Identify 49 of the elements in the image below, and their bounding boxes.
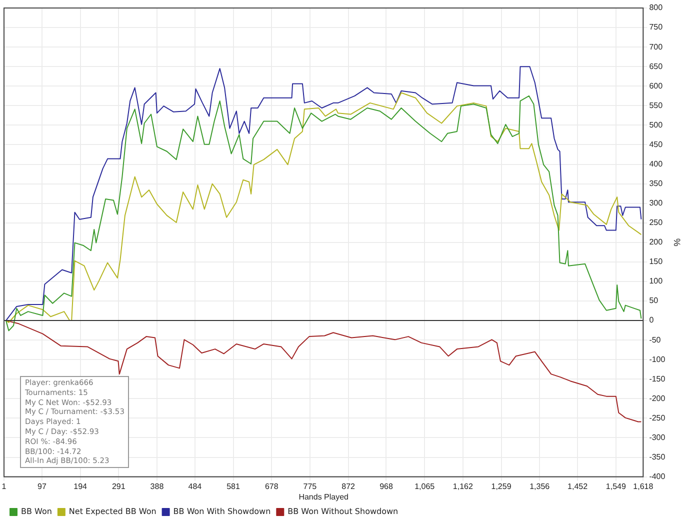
y-tick-label: 300 [649,198,664,208]
y-tick-label: -50 [649,335,662,344]
x-tick-label: 1,356 [530,482,550,491]
y-tick-label: 500 [649,120,664,130]
legend-label: BB Won Without Showdown [288,507,398,516]
x-tick-label: 484 [188,482,202,491]
x-tick-label: 1,618 [633,482,654,491]
y-tick-label: 0 [649,316,654,325]
x-tick-label: 388 [150,482,164,491]
y-tick-label: 400 [649,159,664,168]
y-tick-label: -350 [649,452,666,462]
x-tick-label: 968 [380,482,394,491]
x-tick-label: 1,549 [606,482,626,491]
x-tick-label: 872 [342,482,356,491]
y-tick-label: -400 [649,472,666,482]
y-axis-title: % [672,238,682,246]
x-tick-label: 97 [37,482,47,491]
y-tick-label: 350 [649,179,664,188]
y-tick-label: 50 [649,296,659,306]
x-tick-label: 775 [303,482,318,491]
x-tick-label: 1,162 [452,482,474,491]
x-tick-label: 678 [264,482,279,491]
y-tick-label: 100 [649,276,664,286]
y-tick-label: 650 [649,62,664,71]
x-tick-label: 1,452 [568,482,588,491]
y-tick-label: 750 [649,22,664,32]
y-tick-label: -200 [649,394,666,403]
y-tick-label: 600 [649,81,664,90]
y-tick-label: -300 [649,432,666,442]
y-tick-label: 700 [649,42,664,52]
y-tick-label: 450 [649,140,664,149]
y-tick-label: 800 [649,3,664,12]
y-tick-label: -100 [649,354,666,364]
legend-label: BB Won [21,507,52,516]
y-tick-label: -150 [649,374,666,384]
x-tick-label: 581 [226,482,240,491]
y-tick-label: 200 [649,238,664,247]
legend-label: Net Expected BB Won [68,507,156,516]
y-tick-label: -250 [649,413,666,422]
x-tick-label: 1,065 [414,482,436,491]
y-tick-label: 550 [649,100,664,110]
x-axis-title: Hands Played [298,492,348,502]
x-tick-label: 194 [74,482,88,491]
y-tick-label: 150 [649,257,664,266]
y-tick-label: 250 [649,218,664,228]
x-tick-label: 291 [112,482,126,491]
legend-label: BB Won With Showdown [173,507,271,516]
x-tick-label: 1,259 [491,482,512,491]
x-tick-label: 1 [2,482,7,491]
